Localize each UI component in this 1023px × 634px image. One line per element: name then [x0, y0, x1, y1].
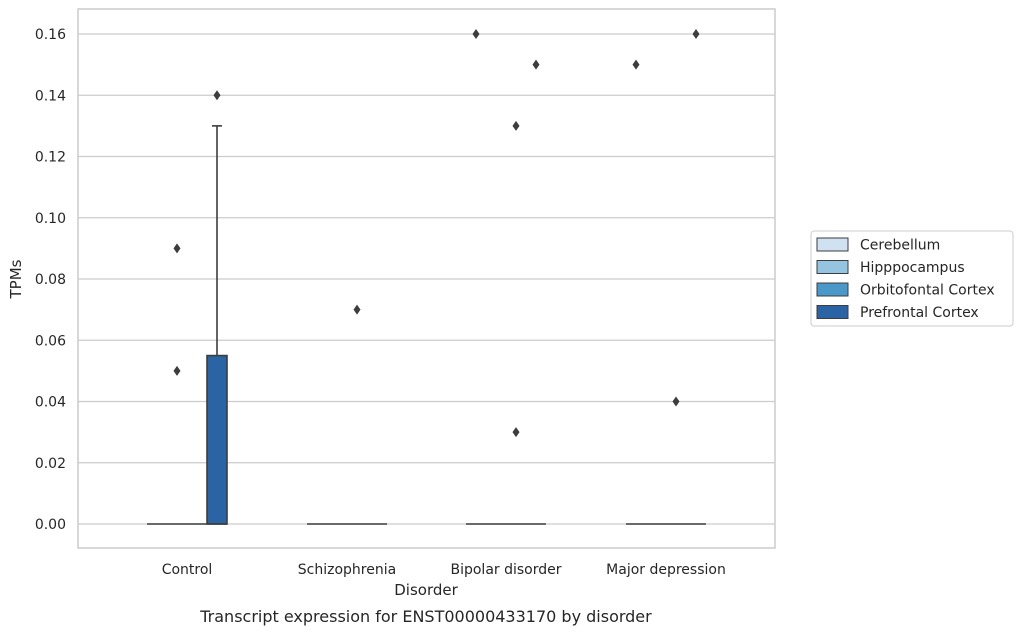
outlier-point	[692, 29, 700, 39]
legend-label: Orbitofontal Cortex	[860, 283, 995, 299]
box-group	[686, 29, 706, 525]
outlier-point	[632, 59, 640, 70]
x-tick-label: Control	[162, 562, 213, 578]
plot-marks	[147, 29, 706, 525]
outlier-point	[173, 365, 181, 376]
box-group	[626, 59, 646, 525]
legend-label: Cerebellum	[860, 238, 940, 254]
box	[206, 354, 228, 525]
box-group	[347, 304, 367, 525]
y-axis-label: TPMs	[7, 259, 25, 299]
legend-label: Hipppocampus	[860, 260, 965, 276]
legend-swatch	[816, 260, 849, 274]
y-axis-ticks: 0.00 0.02 0.04 0.06 0.08 0.10 0.12 0.14 0.16	[35, 27, 66, 533]
y-tick-label: 0.08	[35, 272, 66, 288]
y-tick-label: 0.00	[35, 517, 66, 533]
outlier-point	[512, 120, 520, 131]
box-group	[206, 90, 228, 525]
legend-label: Prefrontal Cortex	[860, 305, 979, 321]
x-axis-ticks: Control Schizophrenia Bipolar disorder Majo…	[162, 562, 726, 578]
box-group	[167, 243, 187, 525]
y-tick-label: 0.12	[35, 150, 66, 166]
outlier-point	[353, 304, 361, 315]
y-tick-label: 0.16	[35, 27, 66, 43]
outlier-point	[512, 427, 520, 438]
x-tick-label: Major depression	[606, 562, 726, 578]
box-group	[666, 396, 686, 525]
x-tick-label: Schizophrenia	[298, 562, 396, 578]
y-tick-label: 0.04	[35, 395, 66, 411]
outlier-point	[672, 396, 680, 407]
x-axis-label: Disorder	[394, 581, 458, 599]
outlier-point	[213, 90, 221, 101]
box-group	[466, 29, 486, 525]
chart-caption: Transcript expression for ENST0000043317…	[199, 607, 652, 626]
x-tick-label: Bipolar disorder	[450, 562, 561, 578]
legend-frame	[810, 230, 1014, 327]
legend-swatch	[816, 282, 849, 297]
legend-swatch	[816, 305, 849, 319]
box-group	[506, 120, 526, 525]
y-tick-label: 0.02	[35, 456, 66, 472]
plot-area-frame	[77, 8, 776, 549]
grid-lines	[78, 33, 775, 525]
outlier-point	[472, 29, 480, 39]
y-tick-label: 0.14	[35, 88, 66, 104]
legend: Cerebellum Hipppocampus Orbitofontal Corte…	[810, 230, 1014, 327]
outlier-point	[173, 243, 181, 254]
box-group	[526, 59, 546, 525]
outlier-point	[532, 59, 540, 70]
y-tick-label: 0.06	[35, 333, 66, 349]
legend-swatch	[816, 237, 849, 252]
y-tick-label: 0.10	[35, 211, 66, 227]
